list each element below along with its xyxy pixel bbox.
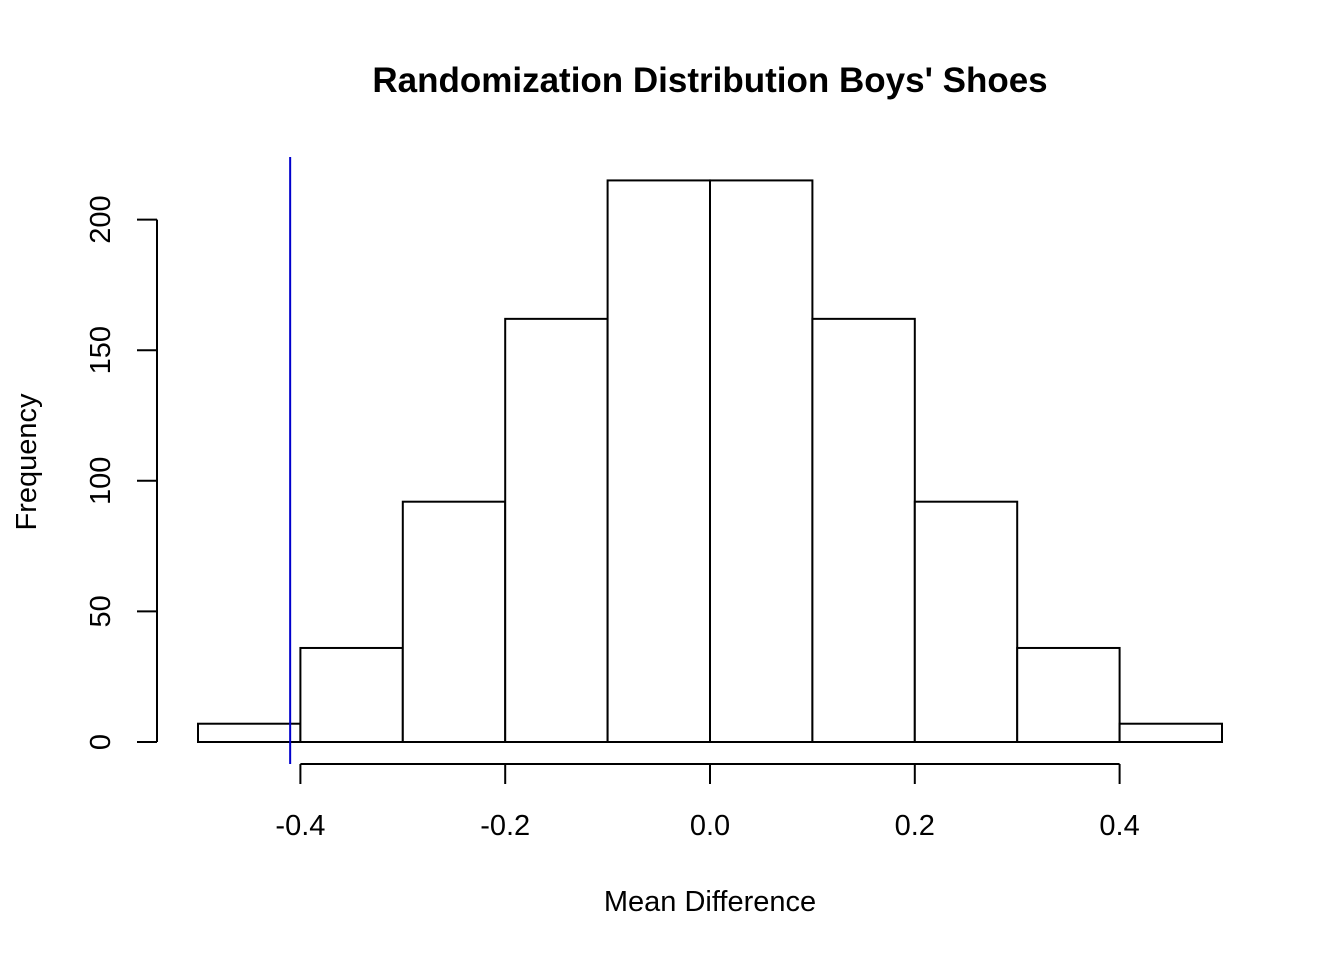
- bars-group: [197, 179, 1223, 744]
- y-tick-label: 50: [85, 595, 117, 627]
- x-tick-label: -0.4: [275, 810, 325, 842]
- x-axis: -0.4 -0.2 0.0 0.2 0.4: [275, 763, 1140, 842]
- x-tick-label: 0.0: [690, 810, 730, 842]
- y-axis: 0 50 100 150 200: [85, 195, 158, 750]
- x-tick-label: 0.4: [1099, 810, 1139, 842]
- histogram-bar: [606, 179, 711, 744]
- y-tick-label: 0: [85, 734, 117, 750]
- histogram-bar: [1118, 722, 1223, 744]
- chart-title: Randomization Distribution Boys' Shoes: [372, 61, 1047, 100]
- histogram-bar: [913, 500, 1019, 744]
- histogram-bar: [197, 722, 302, 744]
- x-tick-label: 0.2: [895, 810, 935, 842]
- y-tick-label: 150: [85, 326, 117, 374]
- histogram-bar: [709, 179, 814, 744]
- histogram-bar: [811, 317, 916, 743]
- y-tick-label: 200: [85, 195, 117, 243]
- x-axis-label: Mean Difference: [604, 886, 816, 918]
- x-tick-label: -0.2: [480, 810, 530, 842]
- y-tick-label: 100: [85, 457, 117, 505]
- histogram-bar: [1016, 646, 1121, 744]
- histogram-bar: [299, 646, 404, 744]
- y-axis-label: Frequency: [11, 393, 43, 531]
- histogram-bar: [401, 500, 507, 744]
- histogram-bar: [504, 317, 609, 743]
